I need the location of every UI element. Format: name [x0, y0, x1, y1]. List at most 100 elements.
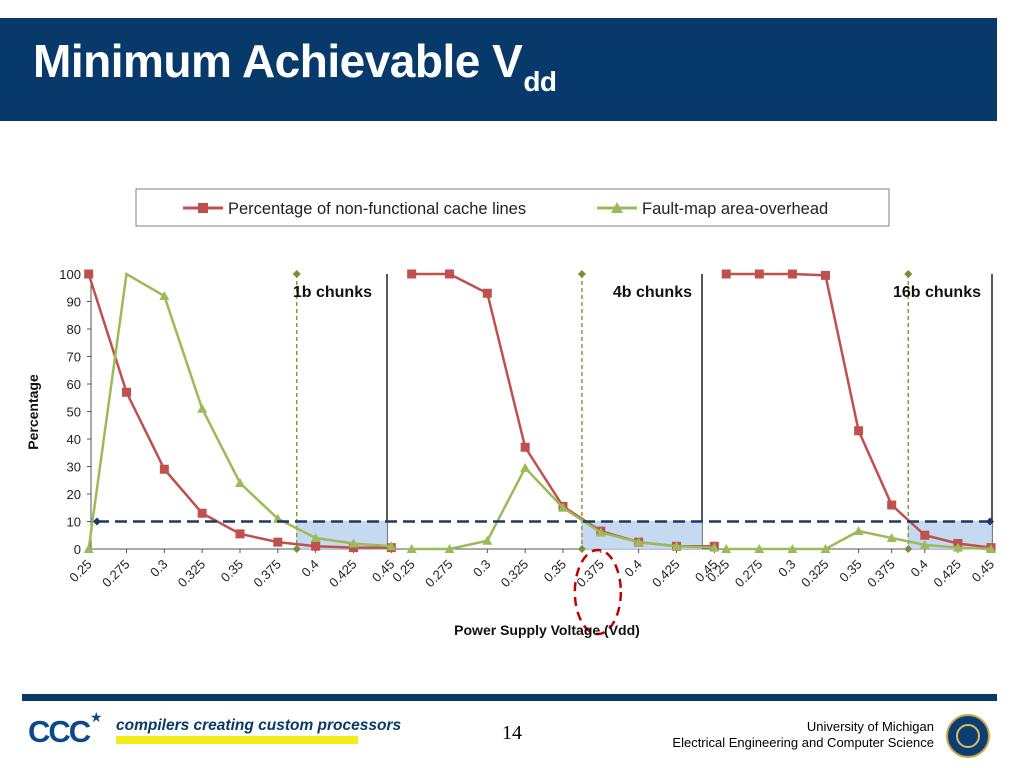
noncache-point — [348, 543, 358, 553]
legend-marker-2 — [611, 202, 623, 213]
overhead-point — [444, 544, 455, 553]
x-tick-label: 0.25 — [66, 557, 95, 586]
panel-label-1: 1b chunks — [293, 284, 372, 301]
x-tick-label: 0.425 — [930, 557, 964, 591]
tagline: compilers creating custom processors — [116, 717, 402, 734]
x-tick-label: 0.35 — [218, 557, 247, 586]
noncache-point — [754, 269, 764, 279]
noncache-point — [197, 508, 207, 518]
overhead-point — [853, 526, 864, 536]
panel-label-3: 16b chunks — [893, 284, 981, 301]
x-tick-label: 0.45 — [969, 557, 998, 586]
noncache-point — [445, 269, 455, 279]
legend-label-2: Fault-map area-overhead — [642, 200, 828, 218]
footer-divider — [22, 694, 997, 701]
university-name: University of Michigan — [806, 719, 934, 734]
x-tick-label: 0.325 — [175, 557, 209, 591]
y-tick-label: 50 — [67, 405, 81, 420]
y-tick-label: 90 — [67, 295, 81, 310]
overhead-point — [310, 533, 321, 542]
x-tick-label: 0.4 — [298, 557, 321, 580]
overhead-point — [406, 544, 417, 553]
x-tick-label: 0.3 — [147, 557, 170, 580]
min-vdd-marker-bottom-1 — [292, 545, 301, 553]
x-axis-label: Power Supply Voltage (Vdd) — [454, 622, 640, 638]
min-vdd-marker-top-2 — [577, 270, 586, 278]
overhead-point — [595, 527, 606, 537]
overhead-point — [754, 544, 765, 553]
y-tick-label: 40 — [67, 432, 81, 447]
overhead-point — [235, 478, 245, 487]
department-name: Electrical Engineering and Computer Scie… — [672, 735, 934, 750]
tagline-underline — [116, 736, 358, 744]
min-vdd-marker-bottom-3 — [904, 545, 913, 553]
y-tick-label: 10 — [67, 515, 81, 530]
y-tick-label: 100 — [59, 267, 81, 282]
overhead-point — [482, 535, 493, 545]
y-axis-label: Percentage — [25, 374, 41, 450]
overhead-point — [820, 544, 831, 553]
overhead-point — [709, 542, 720, 552]
y-tick-label: 30 — [67, 460, 81, 475]
overhead-point — [159, 291, 170, 300]
title-main: Minimum Achievable V — [33, 35, 523, 87]
vdd-chart: Percentage of non-functional cache lines… — [25, 188, 998, 638]
x-tick-label: 0.3 — [470, 557, 493, 580]
university-block: University of Michigan Electrical Engine… — [672, 719, 934, 751]
x-tick-label: 0.325 — [798, 557, 832, 591]
noncache-point — [821, 270, 831, 280]
overhead-point — [721, 544, 732, 553]
noncache-point — [159, 464, 169, 474]
x-tick-label: 0.325 — [498, 557, 532, 591]
overhead-point — [520, 462, 531, 472]
overhead-point — [348, 538, 359, 548]
overhead-point — [919, 539, 930, 549]
y-tick-label: 80 — [67, 322, 81, 337]
x-tick-label: 0.275 — [99, 557, 133, 591]
noncache-point — [854, 426, 864, 436]
threshold-marker-left — [93, 517, 101, 526]
title-bar — [0, 18, 997, 121]
noncache-point — [482, 288, 492, 298]
x-tick-label: 0.425 — [326, 557, 360, 591]
y-tick-label: 70 — [67, 350, 81, 365]
x-tick-label: 0.275 — [422, 557, 456, 591]
y-tick-label: 60 — [67, 377, 81, 392]
threshold-marker-right — [986, 517, 994, 526]
x-tick-label: 0.4 — [908, 557, 931, 580]
x-tick-label: 0.35 — [541, 557, 570, 586]
y-tick-label: 20 — [67, 487, 81, 502]
min-vdd-marker-top-1 — [292, 270, 301, 278]
noncache-point — [84, 269, 94, 279]
x-tick-label: 0.25 — [389, 557, 418, 586]
overhead-point — [886, 533, 897, 542]
overhead-point — [197, 403, 208, 413]
noncache-line-3 — [726, 272, 992, 549]
legend-box — [135, 188, 890, 227]
overhead-point — [558, 502, 568, 512]
overhead-point — [386, 541, 397, 551]
noncache-point — [235, 529, 245, 539]
noncache-point — [407, 269, 417, 279]
min-vdd-marker-bottom-2 — [577, 545, 586, 553]
panel-label-2: 4b chunks — [613, 284, 692, 301]
noncache-point — [122, 387, 132, 397]
noncache-point — [520, 442, 530, 452]
noncache-point — [721, 269, 731, 279]
noncache-point — [311, 541, 321, 551]
page-number: 14 — [502, 722, 522, 744]
y-tick-label: 0 — [74, 542, 81, 557]
min-vdd-marker-top-3 — [904, 270, 913, 278]
noncache-line-1 — [87, 273, 392, 549]
overhead-point — [986, 544, 996, 553]
noncache-point — [920, 530, 930, 540]
x-tick-label: 0.375 — [250, 557, 284, 591]
overhead-point — [952, 542, 963, 552]
x-tick-label: 0.35 — [836, 557, 865, 586]
noncache-point — [887, 500, 897, 510]
overhead-point — [671, 541, 682, 551]
overhead-point — [787, 544, 798, 553]
overhead-point — [633, 537, 644, 547]
ccc-logo: CCC — [28, 714, 91, 749]
x-tick-label: 0.375 — [864, 557, 898, 591]
